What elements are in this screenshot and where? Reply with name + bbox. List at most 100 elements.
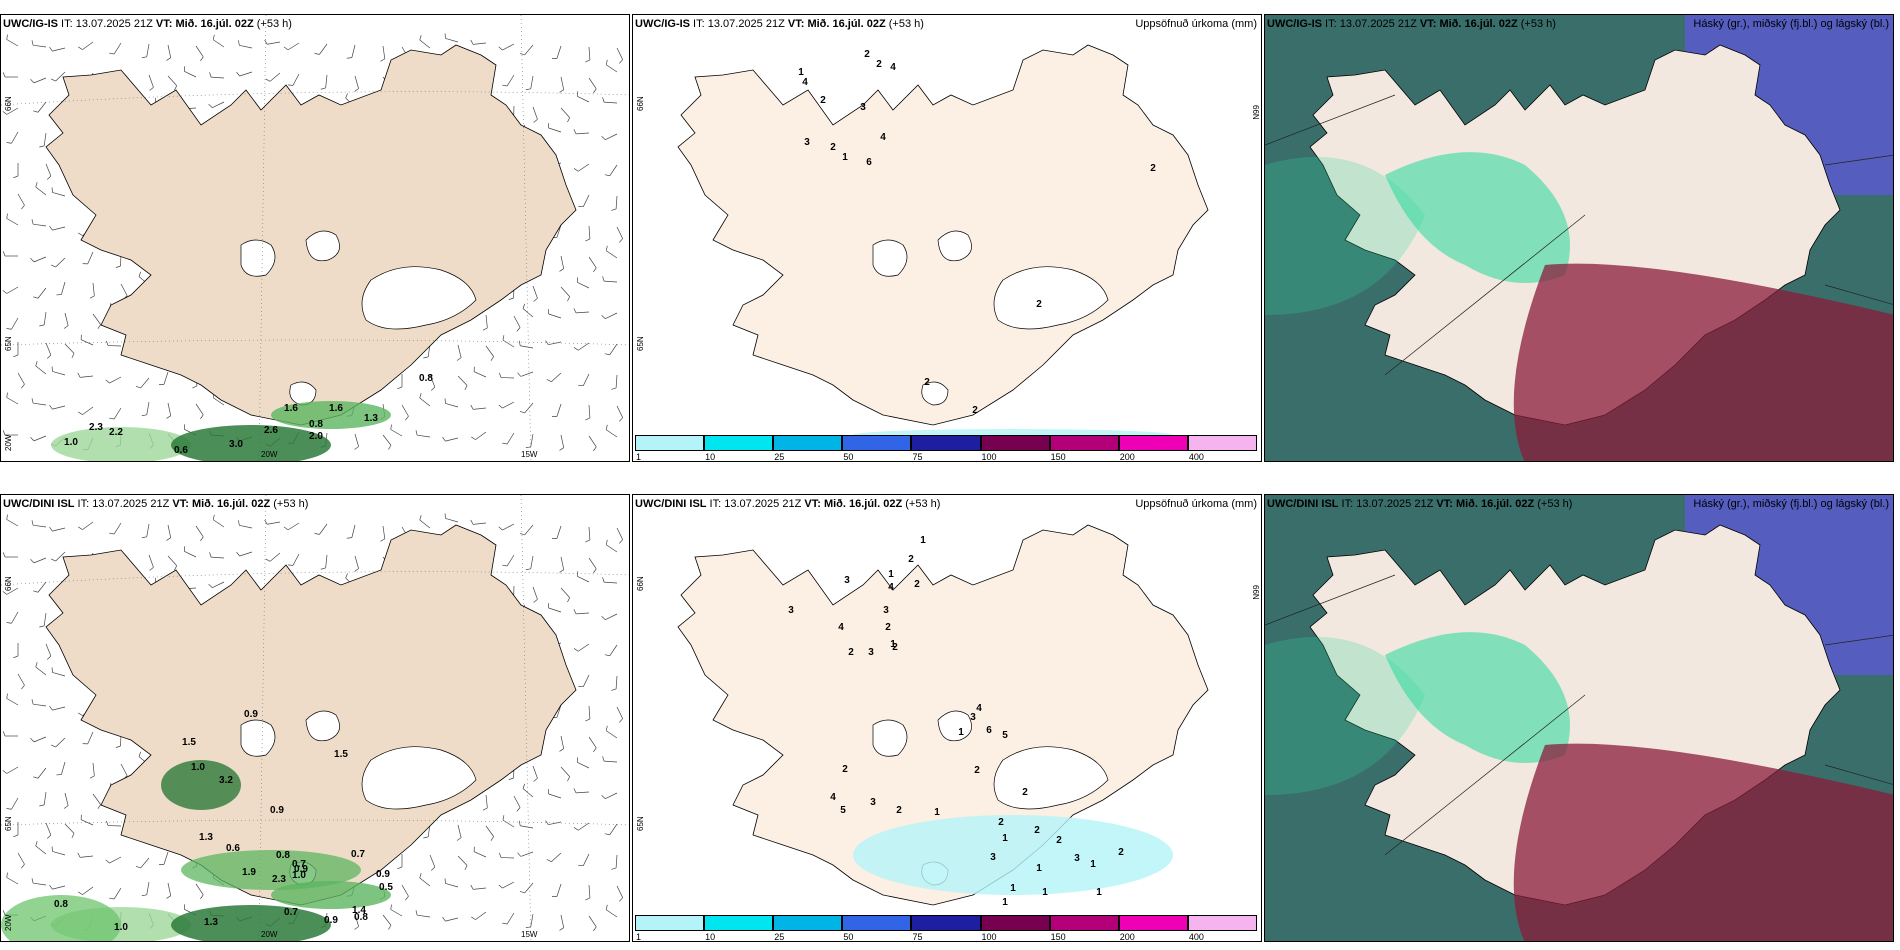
colorbar-tick: 100	[981, 932, 997, 942]
model-name: UWC/IG-IS	[635, 18, 690, 30]
iceland-land	[677, 44, 1209, 426]
value-label: 0.9	[270, 805, 284, 816]
colorbar-tick: 200	[1119, 452, 1135, 462]
value-label: 4	[830, 792, 836, 803]
colorbar-swatch	[1118, 915, 1188, 931]
lead-time: (+53 h)	[885, 18, 924, 30]
precip-area	[171, 905, 331, 941]
high-cloud-area	[1513, 743, 1893, 941]
precip-area	[1, 895, 121, 941]
valid-time: Mið. 16.júl. 02Z	[1439, 18, 1518, 30]
map-panel-wind: 66N 65N 20W 15W 20W 1.0 2.3 2.2 0.6 3.0 2.6 2.0 0.8 1…	[0, 14, 630, 462]
value-label: 0.6	[174, 445, 188, 456]
value-label: 1.0	[64, 437, 78, 448]
precip-area	[51, 427, 191, 461]
value-label: 1	[1096, 887, 1102, 898]
value-label: 2	[896, 805, 902, 816]
precip-colorbar: 1 10 25 50 75 100 150 200 400	[635, 915, 1259, 942]
value-label: 0.8	[419, 373, 433, 384]
value-label: 2	[876, 59, 882, 70]
panel-header: UWC/IG-IS IT: 13.07.2025 21Z VT: Mið. 16…	[635, 18, 924, 30]
it-label: IT:	[1322, 18, 1340, 30]
colorbar-tick: 400	[1188, 452, 1204, 462]
lead-time: (+53 h)	[902, 498, 941, 510]
colorbar-tick: 75	[912, 932, 923, 942]
colorbar-swatch	[635, 915, 705, 931]
meridian-lines	[1265, 94, 1893, 376]
panel-title: Háský (gr.), miðský (fj.bl.) og lágský (…	[1693, 498, 1889, 510]
value-label: 0.7	[284, 907, 298, 918]
glacier	[240, 239, 276, 277]
value-label: 2.3	[89, 422, 103, 433]
panel-header: UWC/DINI ISL IT: 13.07.2025 21Z VT: Mið.…	[1267, 498, 1572, 510]
colorbar-tick: 50	[843, 452, 854, 462]
value-label: 0.8	[354, 912, 368, 923]
value-label: 0.8	[309, 419, 323, 430]
value-label: 1	[1042, 887, 1048, 898]
axis-label: 65N	[636, 336, 645, 351]
vt-label: VT:	[152, 18, 176, 30]
value-label: 1.5	[334, 749, 348, 760]
value-label: 2	[1150, 163, 1156, 174]
map-panel-precip: 66N 65N 66N 3 4 2 3 2 2 3 3 4 2 1 2 1 1 4 6 1 3 5 2 2 3 4 5 2 1 3 2 2 3 1…	[632, 494, 1262, 942]
colorbar-swatch	[980, 435, 1050, 451]
panel-header: UWC/IG-IS IT: 13.07.2025 21Z VT: Mið. 16…	[3, 18, 292, 30]
glacier	[921, 381, 949, 406]
precip-colorbar: 1 10 25 50 75 100 150 200 400	[635, 435, 1259, 462]
valid-time: Mið. 16.júl. 02Z	[1455, 498, 1535, 510]
axis-label: 65N	[636, 816, 645, 831]
valid-time: Mið. 16.júl. 02Z	[807, 18, 886, 30]
lead-time: (+53 h)	[1517, 18, 1556, 30]
value-label: 0.9	[324, 915, 338, 926]
value-label: 4	[976, 703, 982, 714]
colorbar-swatch	[842, 435, 912, 451]
colorbar-swatch	[842, 915, 912, 931]
model-name: UWC/IG-IS	[1267, 18, 1322, 30]
precip-area	[271, 401, 391, 429]
value-label: 6	[986, 725, 992, 736]
mid-cloud-area	[1385, 632, 1570, 763]
map-canvas	[1265, 15, 1893, 461]
init-time: 13.07.2025 21Z	[707, 18, 785, 30]
lead-time: (+53 h)	[1534, 498, 1573, 510]
vt-label: VT:	[1416, 18, 1440, 30]
colorbar-tick: 1	[636, 452, 642, 462]
value-label: 4	[890, 62, 896, 73]
value-label: 1.5	[182, 737, 196, 748]
valid-time: Mið. 16.júl. 02Z	[823, 498, 903, 510]
precip-area	[171, 425, 331, 461]
glacier	[872, 239, 908, 277]
glacier	[937, 710, 972, 742]
value-label: 2	[1034, 825, 1040, 836]
colorbar-tick: 100	[981, 452, 997, 462]
glacier	[289, 381, 317, 406]
map-panel-cloud: UWC/IG-IS IT: 13.07.2025 21Z VT: Mið. 16…	[1264, 14, 1894, 462]
precip-area	[181, 850, 361, 890]
value-label: 2	[892, 642, 898, 653]
colorbar-swatch	[911, 915, 981, 931]
value-label: 0.7	[351, 849, 365, 860]
axis-label: 66N	[4, 96, 13, 111]
axis-label: 65N	[4, 816, 13, 831]
colorbar-tick: 75	[912, 452, 923, 462]
glacier	[937, 230, 972, 262]
value-label: 1	[842, 152, 848, 163]
iceland-land	[677, 524, 1209, 906]
axis-label: 20W	[261, 450, 278, 459]
value-label: 1	[890, 639, 896, 650]
value-label: 3	[804, 137, 810, 148]
value-label: 1.6	[329, 403, 343, 414]
colorbar-swatch	[704, 435, 774, 451]
colorbar-swatch	[1187, 435, 1257, 451]
colorbar-swatch	[1187, 915, 1257, 931]
value-label: 1	[1002, 833, 1008, 844]
lat-lon-grid	[1, 495, 629, 941]
colorbar-swatch	[1049, 435, 1119, 451]
value-label: 2	[974, 765, 980, 776]
axis-label: 20W	[261, 930, 278, 939]
value-label: 2	[908, 554, 914, 565]
colorbar-swatch	[980, 915, 1050, 931]
panel-title: Uppsöfnuð úrkoma (mm)	[1135, 498, 1257, 510]
value-label: 4	[802, 77, 808, 88]
